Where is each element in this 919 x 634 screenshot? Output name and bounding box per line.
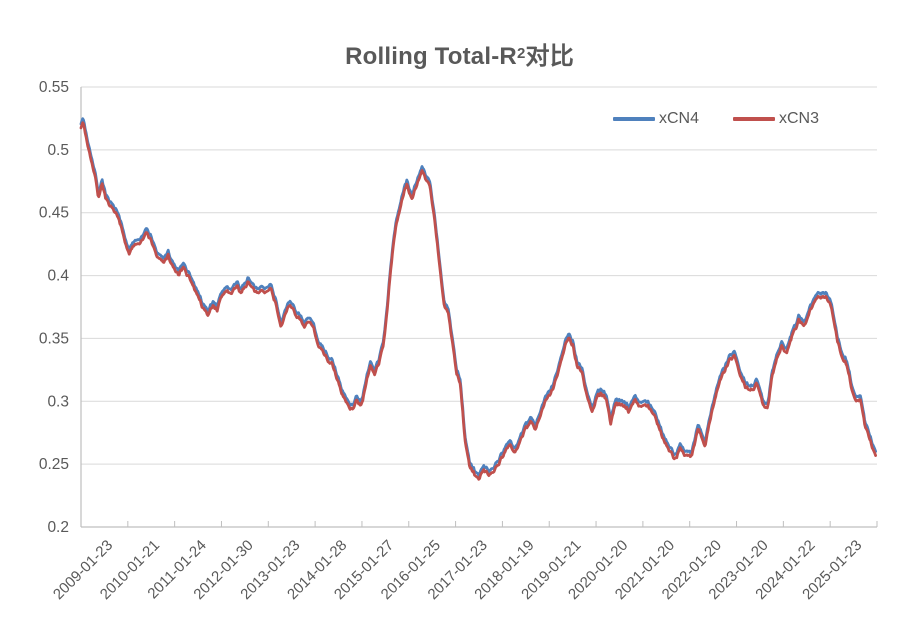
y-axis-label: 0.3 <box>47 393 69 410</box>
legend-item-xcn4[interactable]: xCN4 <box>613 110 699 128</box>
y-axis-label: 0.4 <box>47 268 69 285</box>
y-axis-label: 0.5 <box>47 142 69 159</box>
y-axis-label: 0.35 <box>39 330 69 347</box>
chart-title: Rolling Total-R2对比 <box>0 36 919 71</box>
chart-title-superscript: 2 <box>516 45 526 62</box>
series-line-xcn3[interactable] <box>79 121 877 481</box>
y-axis-label: 0.2 <box>47 519 69 536</box>
y-axis-label: 0.55 <box>39 79 69 96</box>
chart-legend: xCN4 xCN3 <box>0 110 919 130</box>
legend-label-xcn4: xCN4 <box>659 110 700 127</box>
legend-swatch-xcn3 <box>733 117 775 121</box>
chart-title-suffix: 对比 <box>525 43 574 70</box>
series-line-xcn4[interactable] <box>79 117 877 477</box>
y-axis-label: 0.45 <box>39 205 69 222</box>
legend-label-xcn3: xCN3 <box>779 110 820 127</box>
chart-title-text: Rolling Total-R <box>345 43 517 70</box>
legend-swatch-xcn4 <box>613 117 655 121</box>
y-axis-label: 0.25 <box>39 456 69 473</box>
legend-item-xcn3[interactable]: xCN3 <box>733 110 819 128</box>
